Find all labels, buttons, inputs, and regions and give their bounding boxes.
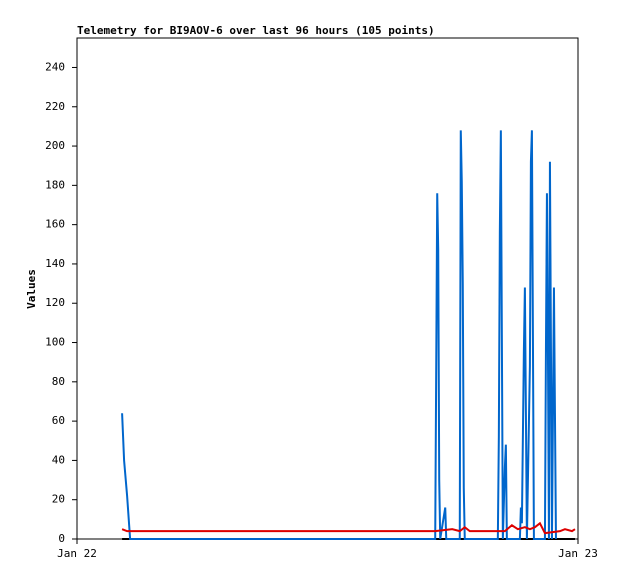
y-tick-label: 60	[52, 414, 65, 427]
y-tick-label: 100	[45, 336, 65, 349]
y-tick-label: 180	[45, 178, 65, 191]
y-tick-label: 80	[52, 375, 65, 388]
y-tick-label: 200	[45, 139, 65, 152]
y-tick-label: 240	[45, 60, 65, 73]
y-tick-label: 40	[52, 453, 65, 466]
x-tick-label: Jan 22	[57, 547, 97, 560]
y-axis-label: Values	[25, 269, 38, 309]
x-tick-label: Jan 23	[558, 547, 598, 560]
y-tick-label: 0	[58, 532, 65, 545]
series-line	[121, 130, 557, 540]
chart-title: Telemetry for BI9AOV-6 over last 96 hour…	[77, 24, 435, 37]
y-tick-label: 20	[52, 493, 65, 506]
series-line	[121, 521, 576, 535]
y-tick-label: 120	[45, 296, 65, 309]
y-tick-label: 160	[45, 218, 65, 231]
y-tick-label: 220	[45, 100, 65, 113]
y-tick-label: 140	[45, 257, 65, 270]
